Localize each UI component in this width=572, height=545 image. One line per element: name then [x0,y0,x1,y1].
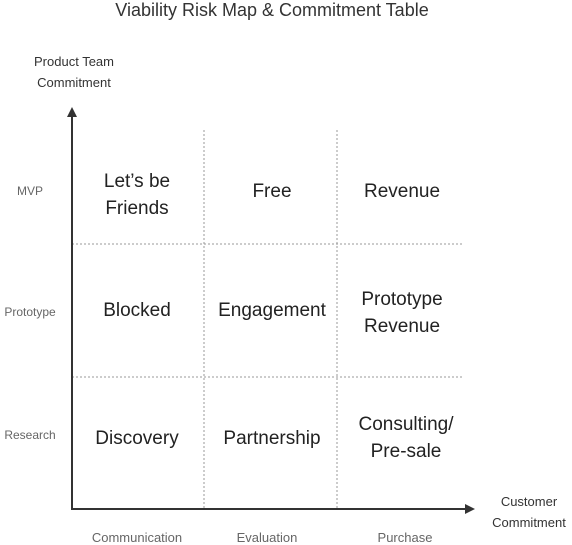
cell-prototype-evaluation: Engagement [207,297,337,324]
diagram-title: Viability Risk Map & Commitment Table [115,0,429,20]
cell-research-communication: Discovery [72,425,202,452]
cell-text-line: Blocked [103,300,171,321]
column-label-evaluation: Evaluation [236,530,298,545]
cell-text-line: Prototype [361,289,443,310]
cell-text-line: Pre-sale [370,441,442,462]
cell-text-line: Friends [105,198,169,219]
cell-prototype-communication: Blocked [72,297,202,324]
cell-text-line: Engagement [218,300,326,321]
cell-research-purchase: Consulting/ Pre-sale [341,411,471,465]
y-axis-title-line-2: Commitment [37,75,111,90]
row-label-research: Research [4,428,56,442]
cell-text-line: Free [252,181,292,202]
cell-mvp-evaluation: Free [207,178,337,205]
cell-text-line: Consulting/ [358,414,454,435]
cell-text-line: Let’s be [103,171,171,192]
y-axis-title-line-1: Product Team [34,54,114,69]
cell-mvp-communication: Let’s be Friends [72,168,202,222]
cell-prototype-purchase: Prototype Revenue [337,286,467,340]
cell-mvp-purchase: Revenue [337,178,467,205]
cell-research-evaluation: Partnership [207,425,337,452]
cell-text-line: Partnership [223,428,321,449]
x-axis-title-line-2: Commitment [492,515,566,530]
cell-text-line: Revenue [363,181,441,202]
row-label-mvp: MVP [16,184,43,198]
cell-text-line: Revenue [363,316,441,337]
x-axis-title-line-1: Customer [500,494,558,509]
y-axis-title: Product Team Commitment [22,51,126,93]
x-axis-title: Customer Commitment [486,491,572,533]
column-label-purchase: Purchase [377,530,433,545]
cell-text-line: Discovery [95,428,179,449]
row-label-prototype: Prototype [4,305,56,319]
column-label-communication: Communication [91,530,183,545]
